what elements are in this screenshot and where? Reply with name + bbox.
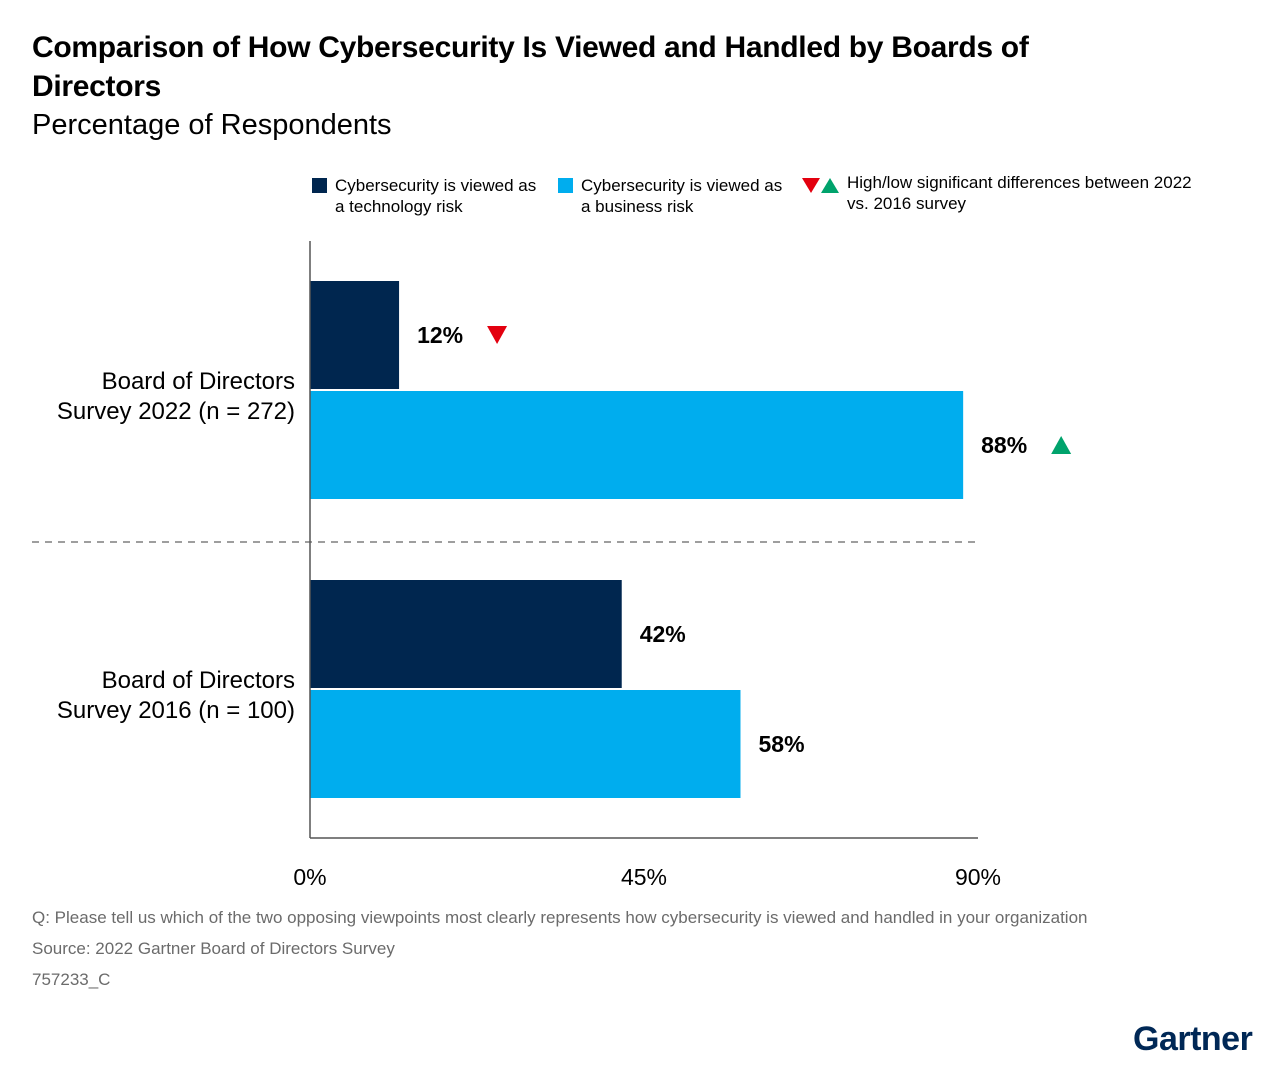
down-triangle-icon: [802, 178, 820, 193]
legend-label-significance: High/low significant differences between…: [847, 173, 1192, 213]
x-tick-label: 90%: [955, 864, 1001, 890]
chart-title: Comparison of How Cybersecurity Is Viewe…: [32, 31, 1029, 103]
data-label: 12%: [417, 322, 463, 348]
bar-business: [310, 690, 741, 798]
bar-business: [310, 391, 964, 499]
legend-triangles-icon: [802, 178, 839, 193]
category-label: Board of Directors Survey 2016 (n = 100): [57, 667, 295, 724]
data-label: 42%: [640, 621, 686, 647]
down-triangle-icon: [487, 326, 508, 344]
legend-swatch-tech: [312, 178, 327, 193]
gartner-logo: Gartner: [1133, 1020, 1253, 1058]
legend-item-tech: Cybersecurity is viewed as a technology …: [312, 175, 542, 217]
x-tick-label: 0%: [293, 864, 326, 890]
up-triangle-icon: [1051, 436, 1072, 454]
x-tick-label: 45%: [621, 864, 667, 890]
category-label: Board of Directors Survey 2022 (n = 272): [57, 368, 295, 425]
legend-label-business: Cybersecurity is viewed as a business ri…: [581, 176, 783, 216]
data-label: 58%: [758, 731, 804, 757]
footnote-question: Q: Please tell us which of the two oppos…: [32, 908, 1088, 927]
bar-tech: [310, 580, 622, 688]
legend-item-significance: High/low significant differences between…: [802, 172, 1202, 214]
legend-swatch-business: [558, 178, 573, 193]
bar-tech: [310, 281, 400, 389]
footnote-source: Source: 2022 Gartner Board of Directors …: [32, 939, 395, 958]
chart-subtitle: Percentage of Respondents: [32, 109, 392, 141]
legend-label-tech: Cybersecurity is viewed as a technology …: [335, 176, 537, 216]
data-label: 88%: [981, 432, 1027, 458]
up-triangle-icon: [821, 178, 839, 193]
footnote-id: 757233_C: [32, 970, 111, 989]
bar-chart: Board of Directors Survey 2022 (n = 272) 1…: [32, 241, 1072, 890]
legend-item-business: Cybersecurity is viewed as a business ri…: [558, 175, 788, 217]
